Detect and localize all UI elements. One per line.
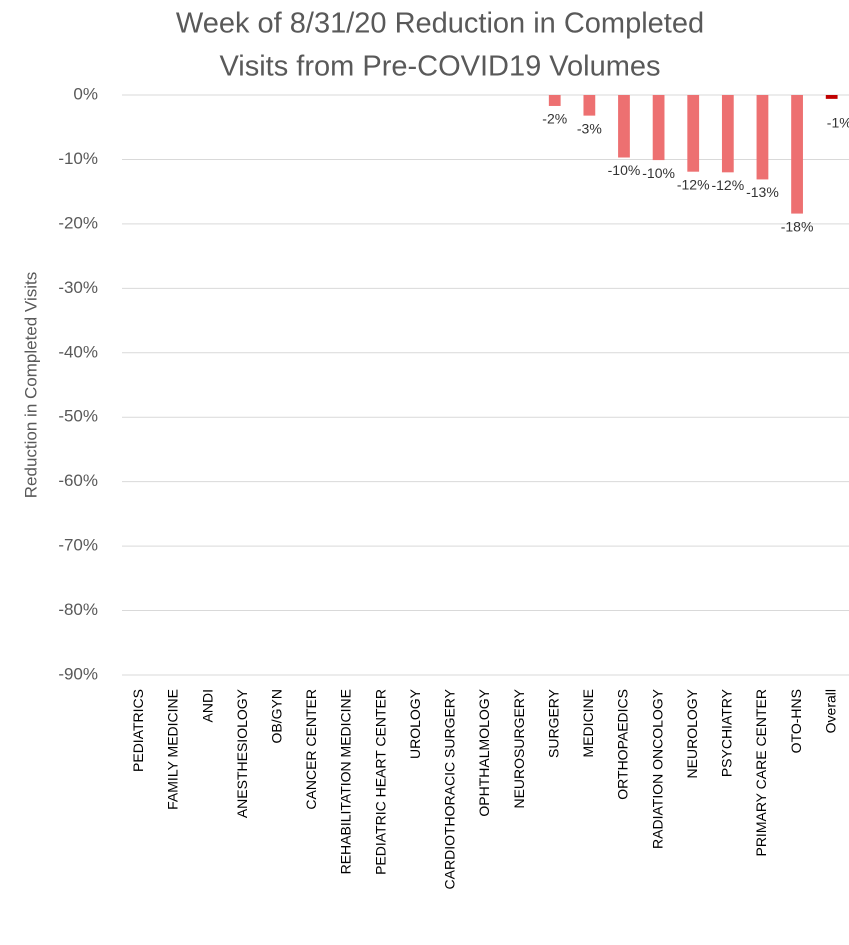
x-tick-label: PSYCHIATRY: [719, 688, 735, 777]
data-label: -10%: [608, 162, 641, 178]
chart-title: Week of 8/31/20 Reduction in Completed: [176, 8, 704, 40]
x-tick-label: PEDIATRIC HEART CENTER: [372, 689, 388, 875]
bar: [583, 95, 596, 116]
bar: [548, 95, 561, 106]
x-tick-label: ANDI: [199, 689, 215, 722]
data-label: -10%: [642, 165, 675, 181]
bar: [618, 95, 630, 158]
y-tick-label: -50%: [58, 407, 98, 426]
x-tick-label: PRIMARY CARE CENTER: [753, 689, 769, 857]
data-label: -13%: [746, 184, 779, 200]
x-tick-label: OTO-HNS: [788, 689, 804, 753]
x-tick-label: REHABILITATION MEDICINE: [338, 689, 354, 874]
y-tick-label: -10%: [58, 149, 98, 168]
y-tick-label: -40%: [58, 342, 98, 361]
y-tick-label: -70%: [58, 536, 98, 555]
data-label: -12%: [677, 176, 710, 192]
x-tick-label: OB/GYN: [268, 689, 284, 743]
data-label: -3%: [577, 120, 602, 136]
bar: [825, 95, 838, 99]
x-tick-label: PEDIATRICS: [130, 689, 146, 772]
data-label: -18%: [781, 218, 814, 234]
y-tick-label: -90%: [58, 664, 98, 683]
y-tick-label: -60%: [58, 471, 98, 490]
chart-title: Visits from Pre-COVID19 Volumes: [219, 51, 660, 83]
y-tick-label: 0%: [73, 84, 98, 103]
x-tick-label: CARDIOTHORACIC SURGERY: [442, 688, 458, 889]
x-tick-label: ORTHOPAEDICS: [615, 689, 631, 800]
y-tick-label: -30%: [58, 278, 98, 297]
bar: [756, 95, 769, 180]
data-label: -12%: [711, 177, 744, 193]
x-tick-label: RADIATION ONCOLOGY: [649, 688, 665, 849]
x-tick-label: UROLOGY: [407, 688, 423, 759]
bar: [687, 95, 700, 172]
y-axis-label: Reduction in Completed Visits: [21, 272, 40, 498]
x-tick-label: MEDICINE: [580, 689, 596, 757]
bar: [721, 95, 734, 173]
bar: [791, 95, 803, 214]
x-tick-label: FAMILY MEDICINE: [165, 689, 181, 810]
data-label: -2%: [542, 111, 567, 127]
y-tick-label: -20%: [58, 213, 98, 232]
x-tick-label: ANESTHESIOLOGY: [234, 688, 250, 818]
x-tick-label: CANCER CENTER: [303, 689, 319, 810]
x-tick-label: NEUROSURGERY: [511, 688, 527, 808]
y-tick-label: -80%: [58, 600, 98, 619]
bar: [652, 95, 665, 161]
x-tick-label: SURGERY: [545, 688, 561, 758]
data-label: -1%: [827, 115, 849, 131]
x-tick-label: NEUROLOGY: [684, 688, 700, 778]
x-tick-label: OPHTHALMOLOGY: [476, 688, 492, 816]
x-tick-label: Overall: [822, 689, 838, 733]
